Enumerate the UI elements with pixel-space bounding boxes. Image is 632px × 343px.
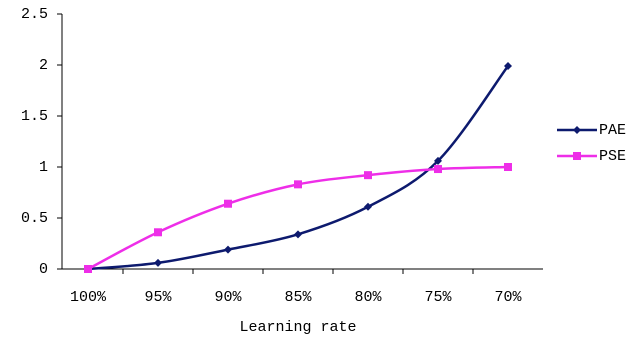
y-tick-label: 1: [39, 159, 48, 176]
legend-label: PAE: [599, 122, 626, 139]
marker: [224, 199, 232, 208]
x-tick-label: 100%: [70, 289, 107, 306]
x-tick-label: 75%: [424, 289, 452, 306]
marker: [364, 171, 372, 180]
marker: [84, 265, 92, 273]
x-tick-label: 95%: [144, 289, 172, 306]
x-tick-label: 90%: [214, 289, 242, 306]
x-tick-label: 80%: [354, 289, 382, 306]
x-tick-label: 85%: [284, 289, 312, 306]
marker: [294, 180, 302, 189]
marker: [364, 202, 372, 211]
y-tick-label: 2.5: [21, 6, 48, 23]
marker: [224, 245, 232, 254]
y-tick-label: 2: [39, 57, 48, 74]
legend-label: PSE: [599, 148, 626, 165]
x-tick-label: 70%: [494, 289, 522, 306]
marker: [434, 156, 442, 165]
marker: [434, 165, 442, 174]
marker: [573, 152, 581, 160]
marker: [504, 163, 512, 171]
y-tick-label: 1.5: [21, 108, 48, 125]
x-axis-label: Learning rate: [239, 319, 356, 336]
y-tick-label: 0.5: [21, 210, 48, 227]
y-tick-label: 0: [39, 261, 48, 278]
marker: [154, 228, 162, 237]
marker: [294, 230, 302, 239]
marker: [154, 258, 162, 267]
marker: [504, 62, 512, 71]
marker: [573, 126, 581, 134]
